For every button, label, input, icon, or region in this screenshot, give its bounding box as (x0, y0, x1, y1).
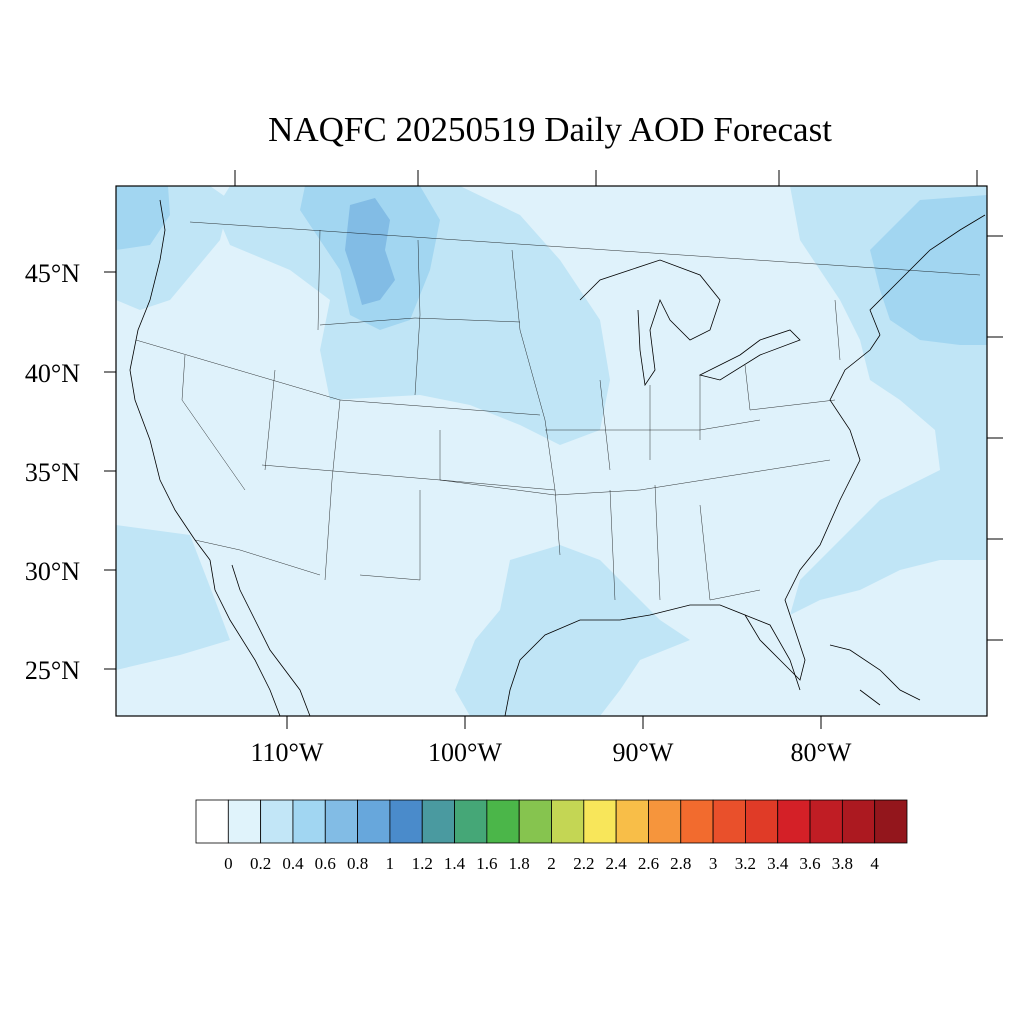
colorbar-tick-label: 2.4 (606, 854, 628, 873)
lat-labels: 45°N 40°N 35°N 30°N 25°N (25, 259, 80, 685)
colorbar-tick-label: 1.6 (476, 854, 497, 873)
colorbar-swatch (292, 799, 326, 844)
state-borders (135, 221, 981, 601)
lon-labels: 110°W 100°W 90°W 80°W (251, 738, 852, 767)
colorbar-swatch (841, 799, 876, 844)
colorbar-swatch (551, 799, 585, 844)
tick-marks (104, 170, 1003, 729)
colorbar-tick-label: 1.4 (444, 854, 466, 873)
colorbar-swatch (712, 799, 746, 844)
lon-label: 80°W (791, 738, 852, 767)
colorbar-tick-label: 0.6 (315, 854, 336, 873)
lon-label: 100°W (428, 738, 502, 767)
colorbar-swatch (195, 799, 229, 844)
aod-region-pacific-sw (116, 525, 230, 670)
colorbar-tick-label: 3.4 (767, 854, 789, 873)
colorbar-swatch (324, 799, 358, 844)
colorbar-tick-label: 2 (547, 854, 556, 873)
colorbar-swatch (421, 799, 455, 844)
colorbar-swatch (809, 799, 843, 844)
aod-region-atlantic-core (870, 195, 987, 345)
colorbar-tick-label: 0.2 (250, 854, 271, 873)
colorbar-swatch (357, 799, 391, 844)
colorbar-swatch (745, 799, 779, 844)
aod-region-gulf (455, 545, 690, 716)
colorbar-tick-label: 0.8 (347, 854, 368, 873)
aod-region-montana-core (345, 198, 395, 305)
colorbar-tick-label: 3.2 (735, 854, 756, 873)
colorbar-swatch (777, 799, 811, 844)
colorbar-swatch (260, 799, 294, 844)
colorbar-tick-label: 1 (386, 854, 395, 873)
colorbar-swatch (615, 799, 649, 844)
colorbar-tick-label: 2.2 (573, 854, 594, 873)
lat-label: 25°N (25, 656, 80, 685)
aod-field (116, 186, 987, 716)
lat-label: 30°N (25, 557, 80, 586)
lat-label: 45°N (25, 259, 80, 288)
lat-label: 35°N (25, 458, 80, 487)
colorbar-tick-label: 1.2 (412, 854, 433, 873)
aod-region-pnw-core (116, 186, 170, 250)
lon-label: 90°W (613, 738, 674, 767)
colorbar-tick-label: 3.6 (799, 854, 820, 873)
colorbar-swatch (648, 799, 682, 844)
colorbar-tick-label: 0.4 (282, 854, 304, 873)
colorbar-tick-label: 4 (870, 854, 879, 873)
colorbar-swatch (518, 799, 552, 844)
lon-label: 110°W (251, 738, 324, 767)
colorbar-tick-label: 2.8 (670, 854, 691, 873)
lat-label: 40°N (25, 359, 80, 388)
map-title: NAQFC 20250519 Daily AOD Forecast (268, 110, 832, 149)
colorbar-swatch (227, 799, 262, 844)
map-frame (115, 185, 988, 717)
colorbar-labels: 0 0.2 0.4 0.6 0.8 1 1.2 1.4 1.6 1.8 2 2.2 2.4 2.6 2.8 3… (224, 854, 879, 873)
colorbar (195, 799, 908, 844)
colorbar-swatch (874, 799, 908, 844)
colorbar-swatch (454, 799, 488, 844)
aod-region-plains (215, 186, 610, 445)
colorbar-swatch (680, 799, 714, 844)
colorbar-tick-label: 3.8 (832, 854, 853, 873)
coastlines (129, 199, 986, 716)
colorbar-tick-label: 0 (224, 854, 233, 873)
colorbar-tick-label: 1.8 (509, 854, 530, 873)
colorbar-tick-label: 2.6 (638, 854, 659, 873)
colorbar-tick-label: 3 (709, 854, 718, 873)
colorbar-swatch (389, 799, 423, 844)
colorbar-swatch (486, 799, 520, 844)
colorbar-swatch (583, 799, 617, 844)
